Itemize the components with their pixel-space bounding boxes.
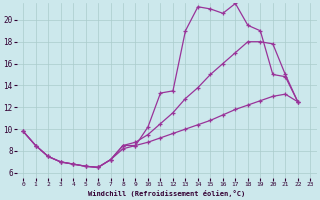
X-axis label: Windchill (Refroidissement éolien,°C): Windchill (Refroidissement éolien,°C) <box>88 190 245 197</box>
